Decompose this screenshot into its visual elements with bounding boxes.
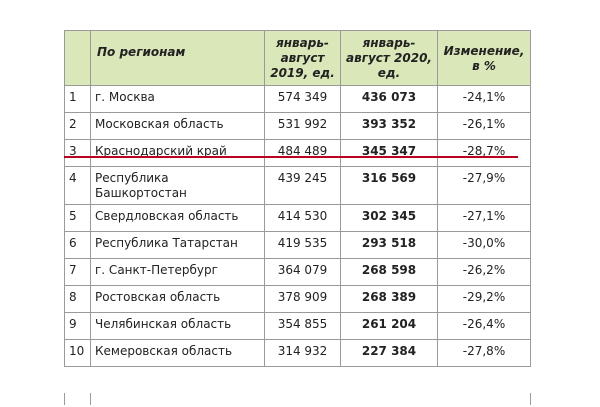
header-cell: январь- август 2020, ед. [340, 30, 438, 86]
table-cell: г. Москва [90, 85, 265, 113]
table-cell: 314 932 [264, 339, 341, 367]
table-cell: -27,1% [437, 204, 531, 232]
table-cell: Республика Татарстан [90, 231, 265, 259]
table-cell: 393 352 [340, 112, 438, 140]
table-row: 2 Московская область 531 992 393 352 -26,1% [64, 112, 531, 140]
table-cell: 302 345 [340, 204, 438, 232]
table-row: 8 Ростовская область 378 909 268 389 -29,2% [64, 285, 531, 313]
table-row: 7 г. Санкт-Петербург 364 079 268 598 -26,2% [64, 258, 531, 286]
table-cell: 364 079 [264, 258, 341, 286]
table-cell: 436 073 [340, 85, 438, 113]
table-cell: 227 384 [340, 339, 438, 367]
table-cell: 268 598 [340, 258, 438, 286]
table-cell: 419 535 [264, 231, 341, 259]
table-cell: -26,2% [437, 258, 531, 286]
table-cell: -24,1% [437, 85, 531, 113]
table-row: 4 Республика Башкортостан 439 245 316 569 -2… [64, 166, 531, 205]
table-border [64, 393, 65, 405]
table-cell: Челябинская область [90, 312, 265, 340]
table-cell: 316 569 [340, 166, 438, 205]
table-cell: 7 [64, 258, 91, 286]
table-cell: -26,4% [437, 312, 531, 340]
table-row: 6 Республика Татарстан 419 535 293 518 -30,0… [64, 231, 531, 259]
table-row: 1 г. Москва 574 349 436 073 -24,1% [64, 85, 531, 113]
table-cell: 354 855 [264, 312, 341, 340]
table-row: 10 Кемеровская область 314 932 227 384 -27,8… [64, 339, 531, 367]
table-row: 3 Краснодарский край 484 489 345 347 -28,7% [64, 139, 531, 167]
header-cell: По регионам [90, 30, 265, 86]
region-table: По регионам январь- август 2019, ед. январ… [64, 30, 531, 367]
table-cell: 8 [64, 285, 91, 313]
table-cell: 261 204 [340, 312, 438, 340]
table-cell: -28,7% [437, 139, 531, 167]
table-cell: 3 [64, 139, 91, 167]
table-cell: 5 [64, 204, 91, 232]
header-cell: январь- август 2019, ед. [264, 30, 341, 86]
table-cell: -27,9% [437, 166, 531, 205]
table-cell: -29,2% [437, 285, 531, 313]
table-border [90, 393, 91, 405]
table-cell: 1 [64, 85, 91, 113]
table-row: 5 Свердловская область 414 530 302 345 -27,1… [64, 204, 531, 232]
table-cell: 574 349 [264, 85, 341, 113]
table-cell: 414 530 [264, 204, 341, 232]
table-cell: 345 347 [340, 139, 438, 167]
table-cell: 9 [64, 312, 91, 340]
table-body: 1 г. Москва 574 349 436 073 -24,1% 2 Московска… [64, 85, 531, 367]
highlight-line [64, 156, 518, 158]
table-border [530, 393, 531, 405]
table-cell: -26,1% [437, 112, 531, 140]
table-cell: Свердловская область [90, 204, 265, 232]
table-cell: г. Санкт-Петербург [90, 258, 265, 286]
header-cell: Изменение, в % [437, 30, 531, 86]
table-cell: 484 489 [264, 139, 341, 167]
table-cell: 268 389 [340, 285, 438, 313]
table-cell: Московская область [90, 112, 265, 140]
header-row: По регионам январь- август 2019, ед. январ… [64, 30, 531, 86]
table-cell: 10 [64, 339, 91, 367]
table-cell: 6 [64, 231, 91, 259]
table-cell: -27,8% [437, 339, 531, 367]
table-cell: 2 [64, 112, 91, 140]
table-cell: 531 992 [264, 112, 341, 140]
table-cell: 293 518 [340, 231, 438, 259]
table-cell: 439 245 [264, 166, 341, 205]
table-cell: Краснодарский край [90, 139, 265, 167]
table-cell: -30,0% [437, 231, 531, 259]
table-cell: 4 [64, 166, 91, 205]
table-cell: 378 909 [264, 285, 341, 313]
header-cell [64, 30, 91, 86]
table-row: 9 Челябинская область 354 855 261 204 -26,4% [64, 312, 531, 340]
table-cell: Республика Башкортостан [90, 166, 265, 205]
table-cell: Ростовская область [90, 285, 265, 313]
table-cell: Кемеровская область [90, 339, 265, 367]
